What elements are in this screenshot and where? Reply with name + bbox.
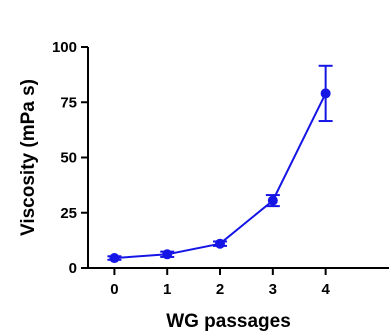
data-point: [215, 238, 226, 249]
y-axis-title: Viscosity (mPa s): [18, 79, 39, 236]
x-tick-label: 2: [216, 281, 224, 298]
x-tick-label: 3: [269, 281, 277, 298]
y-tick-label: 0: [69, 260, 77, 277]
x-tick-label: 1: [163, 281, 171, 298]
data-point: [267, 195, 278, 206]
series: [107, 64, 333, 264]
y-tick-label: 100: [52, 39, 77, 56]
y-tick-label: 50: [60, 150, 77, 167]
data-point: [320, 88, 331, 99]
axes: [87, 47, 389, 269]
y-tick-label: 25: [60, 205, 77, 222]
x-tick-label: 4: [321, 281, 330, 298]
series-line: [114, 92, 327, 260]
y-ticks: 0 25 50 75 100: [52, 39, 88, 277]
y-tick-label: 75: [60, 94, 77, 111]
data-point: [109, 253, 120, 264]
x-tick-label: 0: [110, 281, 118, 298]
x-axis-title: WG passages: [166, 311, 291, 332]
data-point: [162, 249, 173, 260]
x-ticks: 0 1 2 3 4: [110, 268, 330, 298]
